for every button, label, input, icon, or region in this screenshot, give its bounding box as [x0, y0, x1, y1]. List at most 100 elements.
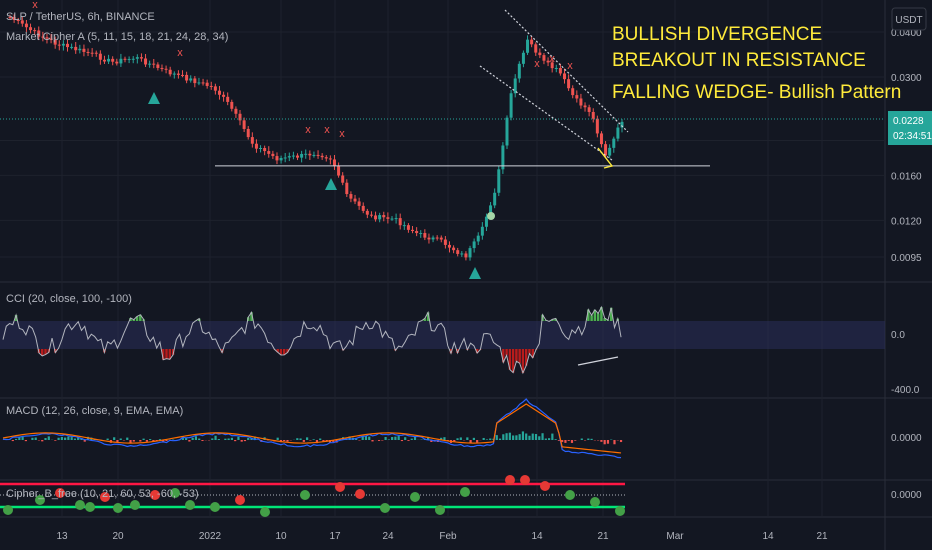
candle	[501, 145, 505, 170]
cipher-b-dot	[410, 492, 420, 502]
cipher-b-dot	[355, 489, 365, 499]
symbol-title: SLP / TetherUS, 6h, BINANCE	[6, 11, 155, 23]
x-tick-label: 14	[531, 531, 543, 542]
sell-signal-x: x	[32, 0, 38, 11]
candle	[472, 241, 476, 249]
candle	[107, 58, 111, 62]
x-tick-label: 13	[56, 531, 68, 542]
candle	[328, 158, 332, 160]
candle	[345, 182, 349, 195]
y-tick-label: -400.0	[891, 385, 920, 396]
cipher-b-dot	[130, 500, 140, 510]
buy-signal-triangle	[148, 92, 160, 104]
annotation-breakout: BREAKOUT IN RESISTANCE	[612, 50, 866, 71]
cci-pane[interactable]	[0, 305, 885, 375]
candle	[591, 111, 595, 119]
candle	[131, 58, 135, 60]
candle	[152, 63, 156, 65]
candle	[139, 57, 143, 59]
cipher-b-dot	[380, 503, 390, 513]
candle	[234, 108, 238, 114]
divergence-line	[577, 356, 619, 366]
sell-signal-x: x	[324, 124, 330, 136]
signal-dot	[487, 212, 495, 220]
candle	[259, 148, 263, 150]
sell-signal-x: x	[305, 124, 311, 136]
candle	[45, 37, 49, 39]
candle	[390, 218, 394, 220]
candle	[579, 98, 583, 106]
candle	[415, 231, 419, 234]
y-tick-label: 0.0300	[891, 73, 922, 84]
last-price-value: 0.0228	[893, 116, 924, 127]
candle	[608, 147, 612, 156]
candle	[115, 61, 119, 64]
candle	[439, 237, 443, 240]
candle	[37, 30, 41, 37]
candle	[24, 23, 28, 28]
candle	[176, 73, 180, 75]
candle	[254, 143, 258, 149]
candle	[476, 235, 480, 242]
candle	[332, 159, 336, 167]
candle	[193, 78, 197, 84]
currency-badge[interactable]	[891, 7, 927, 31]
sell-signal-x: x	[549, 53, 555, 65]
candle	[369, 214, 373, 216]
candle	[230, 101, 234, 109]
candle	[148, 63, 152, 65]
candle	[57, 44, 61, 46]
candle	[567, 79, 571, 89]
candle	[419, 233, 423, 235]
candle	[74, 46, 78, 51]
candle	[378, 215, 382, 220]
cipher-b-dot	[540, 481, 550, 491]
candle	[33, 30, 37, 32]
sell-signal-x: x	[177, 47, 183, 59]
candle	[49, 38, 53, 41]
cipher-b-dot	[35, 495, 45, 505]
macd-signal-line	[2, 403, 622, 454]
candle	[41, 36, 45, 38]
candle	[542, 55, 546, 61]
cipher-b-dot	[520, 475, 530, 485]
candle	[583, 105, 587, 108]
cipher-b-dot	[435, 505, 445, 515]
candle	[595, 118, 599, 134]
candle	[205, 82, 209, 86]
cipher-b-dot	[3, 505, 13, 515]
candle	[464, 253, 468, 258]
candle	[123, 58, 127, 60]
candle	[341, 175, 345, 183]
candle	[127, 58, 131, 60]
candle	[164, 68, 168, 70]
x-tick-label: 24	[382, 531, 394, 542]
candle	[558, 67, 562, 74]
candle	[291, 155, 295, 157]
candle	[562, 73, 566, 80]
candle	[242, 120, 246, 129]
cipher-b-pane[interactable]	[0, 475, 625, 517]
candle	[427, 237, 431, 240]
candle	[61, 43, 65, 46]
cipher-b-dot	[590, 497, 600, 507]
candle	[616, 127, 620, 139]
price-pane[interactable]: xxx x xx xx	[0, 0, 885, 279]
candle	[119, 58, 123, 64]
time-axis[interactable]: 13 20 2022 10 17 24 Feb 14 21 Mar 14 21	[56, 531, 828, 542]
candle	[513, 78, 517, 94]
cipher-b-dot	[150, 490, 160, 500]
bar-countdown: 02:34:51	[893, 131, 932, 142]
market-cipher-a-label: Market Cipher A (5, 11, 15, 18, 21, 24, …	[6, 31, 228, 43]
cipher-b-dot	[235, 495, 245, 505]
candle	[287, 156, 291, 158]
candle	[144, 58, 148, 65]
candle	[8, 17, 12, 19]
cipher-b-dot	[210, 502, 220, 512]
cipher-b-dot	[615, 506, 625, 516]
y-tick-label: 0.0160	[891, 171, 922, 182]
candle	[447, 244, 451, 248]
macd-pane[interactable]	[1, 398, 623, 459]
candle	[517, 63, 521, 79]
